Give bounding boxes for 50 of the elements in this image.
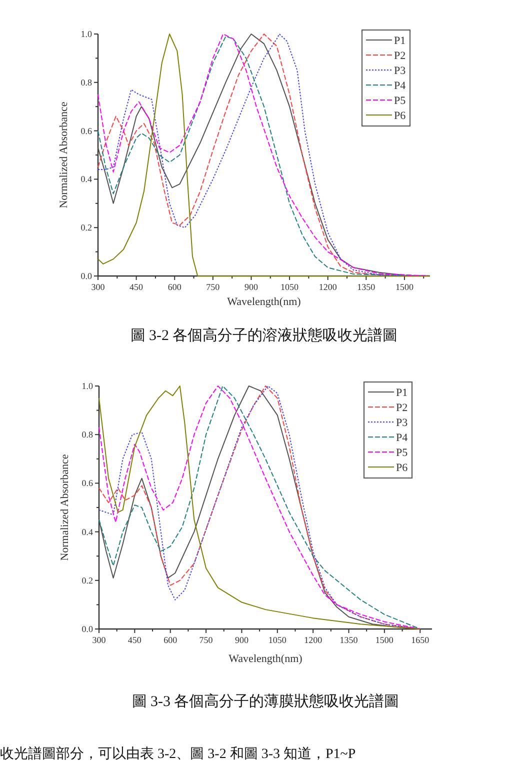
x-tick-label: 1350 xyxy=(340,635,358,645)
legend-label: P5 xyxy=(396,447,408,459)
text: 圖 3-3 各個高分子的薄膜狀態吸收光譜圖 xyxy=(132,693,400,710)
y-tick-label: 0.2 xyxy=(80,222,92,233)
x-axis-title: Wavelength(nm) xyxy=(228,653,303,665)
legend-label: P4 xyxy=(394,80,406,92)
x-tick-label: 1500 xyxy=(395,282,414,292)
legend-label: P6 xyxy=(396,462,408,474)
legend-label: P2 xyxy=(394,50,406,62)
legend-label: P5 xyxy=(394,95,406,107)
x-tick-label: 900 xyxy=(234,635,249,645)
x-tick-label: 1650 xyxy=(411,635,430,645)
x-tick-label: 450 xyxy=(128,635,142,645)
text: 圖 3-2 各個高分子的溶液狀態吸收光譜圖 xyxy=(130,327,398,344)
y-axis-title: Normalized Absorbance xyxy=(58,102,70,208)
x-tick-label: 600 xyxy=(164,635,178,645)
y-axis-title: Normalized Absorbance xyxy=(59,454,71,561)
y-tick-label: 0.0 xyxy=(80,271,92,281)
text: 收光譜圖部分，可以由表 3-2、圖 3-2 和圖 3-3 知道，P1~P xyxy=(0,746,356,762)
y-tick-label: 0.4 xyxy=(80,174,92,184)
y-tick-label: 0.2 xyxy=(82,575,93,586)
x-tick-label: 450 xyxy=(130,282,144,292)
x-tick-label: 750 xyxy=(199,635,214,645)
legend-label: P3 xyxy=(394,65,406,77)
x-tick-label: 300 xyxy=(91,282,106,292)
legend-label: P1 xyxy=(394,35,406,47)
legend-label: P2 xyxy=(396,402,408,414)
y-tick-label: 0.4 xyxy=(82,526,94,537)
legend-label: P6 xyxy=(394,110,406,122)
y-tick-label: 0.6 xyxy=(80,126,92,136)
y-tick-label: 0.0 xyxy=(82,624,94,634)
x-tick-label: 900 xyxy=(244,282,258,292)
x-tick-label: 1050 xyxy=(280,282,300,292)
y-tick-label: 0.8 xyxy=(80,77,92,88)
y-tick-label: 1.0 xyxy=(82,381,94,391)
x-tick-label: 1050 xyxy=(268,635,287,645)
x-tick-label: 300 xyxy=(92,635,106,645)
legend-label: P4 xyxy=(396,432,408,444)
x-axis-title: Wavelength(nm) xyxy=(227,296,302,308)
x-tick-label: 1500 xyxy=(375,635,394,645)
y-tick-label: 1.0 xyxy=(80,29,92,39)
legend-label: P1 xyxy=(396,387,408,399)
x-tick-label: 1350 xyxy=(357,282,376,292)
y-tick-label: 0.6 xyxy=(82,478,94,488)
legend-label: P3 xyxy=(396,417,408,429)
x-tick-label: 600 xyxy=(168,282,182,292)
x-tick-label: 1200 xyxy=(318,282,338,292)
x-tick-label: 750 xyxy=(206,282,220,292)
x-tick-label: 1200 xyxy=(304,635,323,645)
y-tick-label: 0.8 xyxy=(82,430,94,440)
